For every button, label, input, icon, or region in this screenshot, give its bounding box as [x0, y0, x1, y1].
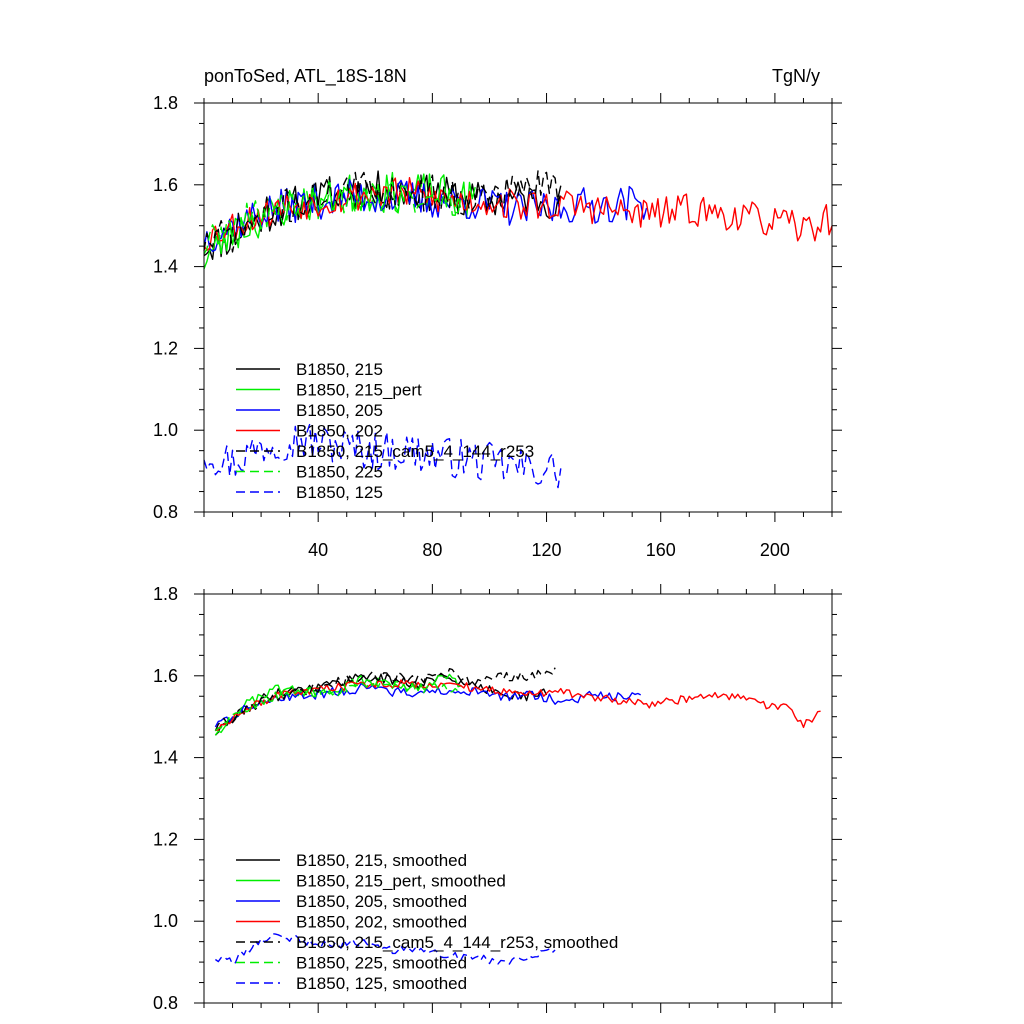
units-label: TgN/y: [772, 66, 820, 86]
legend-label: B1850, 205, smoothed: [296, 892, 467, 911]
y-tick-label: 1.2: [153, 829, 178, 849]
series-line-1: [203, 170, 562, 260]
x-tick-label: 80: [422, 540, 442, 560]
legend-label: B1850, 202, smoothed: [296, 913, 467, 932]
legend-label: B1850, 215_pert: [296, 381, 422, 400]
series-line-4: [215, 679, 821, 732]
legend-label: B1850, 125, smoothed: [296, 974, 467, 993]
x-tick-label: 160: [646, 540, 676, 560]
x-tick-label: 40: [308, 540, 328, 560]
legend-label: B1850, 215_cam5_4_144_r253: [296, 442, 534, 461]
legend-label: B1850, 202: [296, 422, 383, 441]
legend-label: B1850, 225: [296, 463, 383, 482]
y-tick-label: 1.6: [153, 666, 178, 686]
series-line-1: [214, 673, 548, 736]
x-tick-label: 200: [760, 540, 790, 560]
y-tick-label: 1.8: [153, 93, 178, 113]
legend-label: B1850, 205: [296, 401, 383, 420]
legend-label: B1850, 215_cam5_4_144_r253, smoothed: [296, 933, 618, 952]
y-tick-label: 0.8: [153, 502, 178, 522]
panel-smoothed: 0.8 1.0 1.2 1.4 1.6 1.8 B1850, 215, smoothed B1…: [153, 584, 842, 1013]
y-tick-label: 1.6: [153, 175, 178, 195]
chart-title: ponToSed, ATL_18S-18N: [204, 66, 407, 87]
y-tick-label: 1.0: [153, 420, 178, 440]
legend-label: B1850, 215, smoothed: [296, 851, 467, 870]
legend-label: B1850, 215_pert, smoothed: [296, 872, 506, 891]
series-line-5: [214, 667, 556, 732]
series-line-7: [203, 423, 562, 489]
series-line-7: [214, 933, 556, 965]
series-line-4: [203, 176, 833, 252]
panel-raw: 0.8 1.0 1.2 1.4 1.6 1.8 40 80 120 160 200 B1850, 21…: [153, 93, 842, 560]
y-tick-label: 1.8: [153, 584, 178, 604]
legend-label: B1850, 225, smoothed: [296, 954, 467, 973]
y-tick-label: 1.4: [153, 748, 178, 768]
y-tick-label: 0.8: [153, 993, 178, 1013]
legend-label: B1850, 215: [296, 360, 383, 379]
y-tick-label: 1.4: [153, 257, 178, 277]
series-line-6: [203, 181, 462, 255]
legend-label: B1850, 125: [296, 483, 383, 502]
x-tick-label: 120: [532, 540, 562, 560]
y-tick-label: 1.2: [153, 338, 178, 358]
y-tick-label: 1.0: [153, 911, 178, 931]
series-line-6: [214, 679, 462, 732]
